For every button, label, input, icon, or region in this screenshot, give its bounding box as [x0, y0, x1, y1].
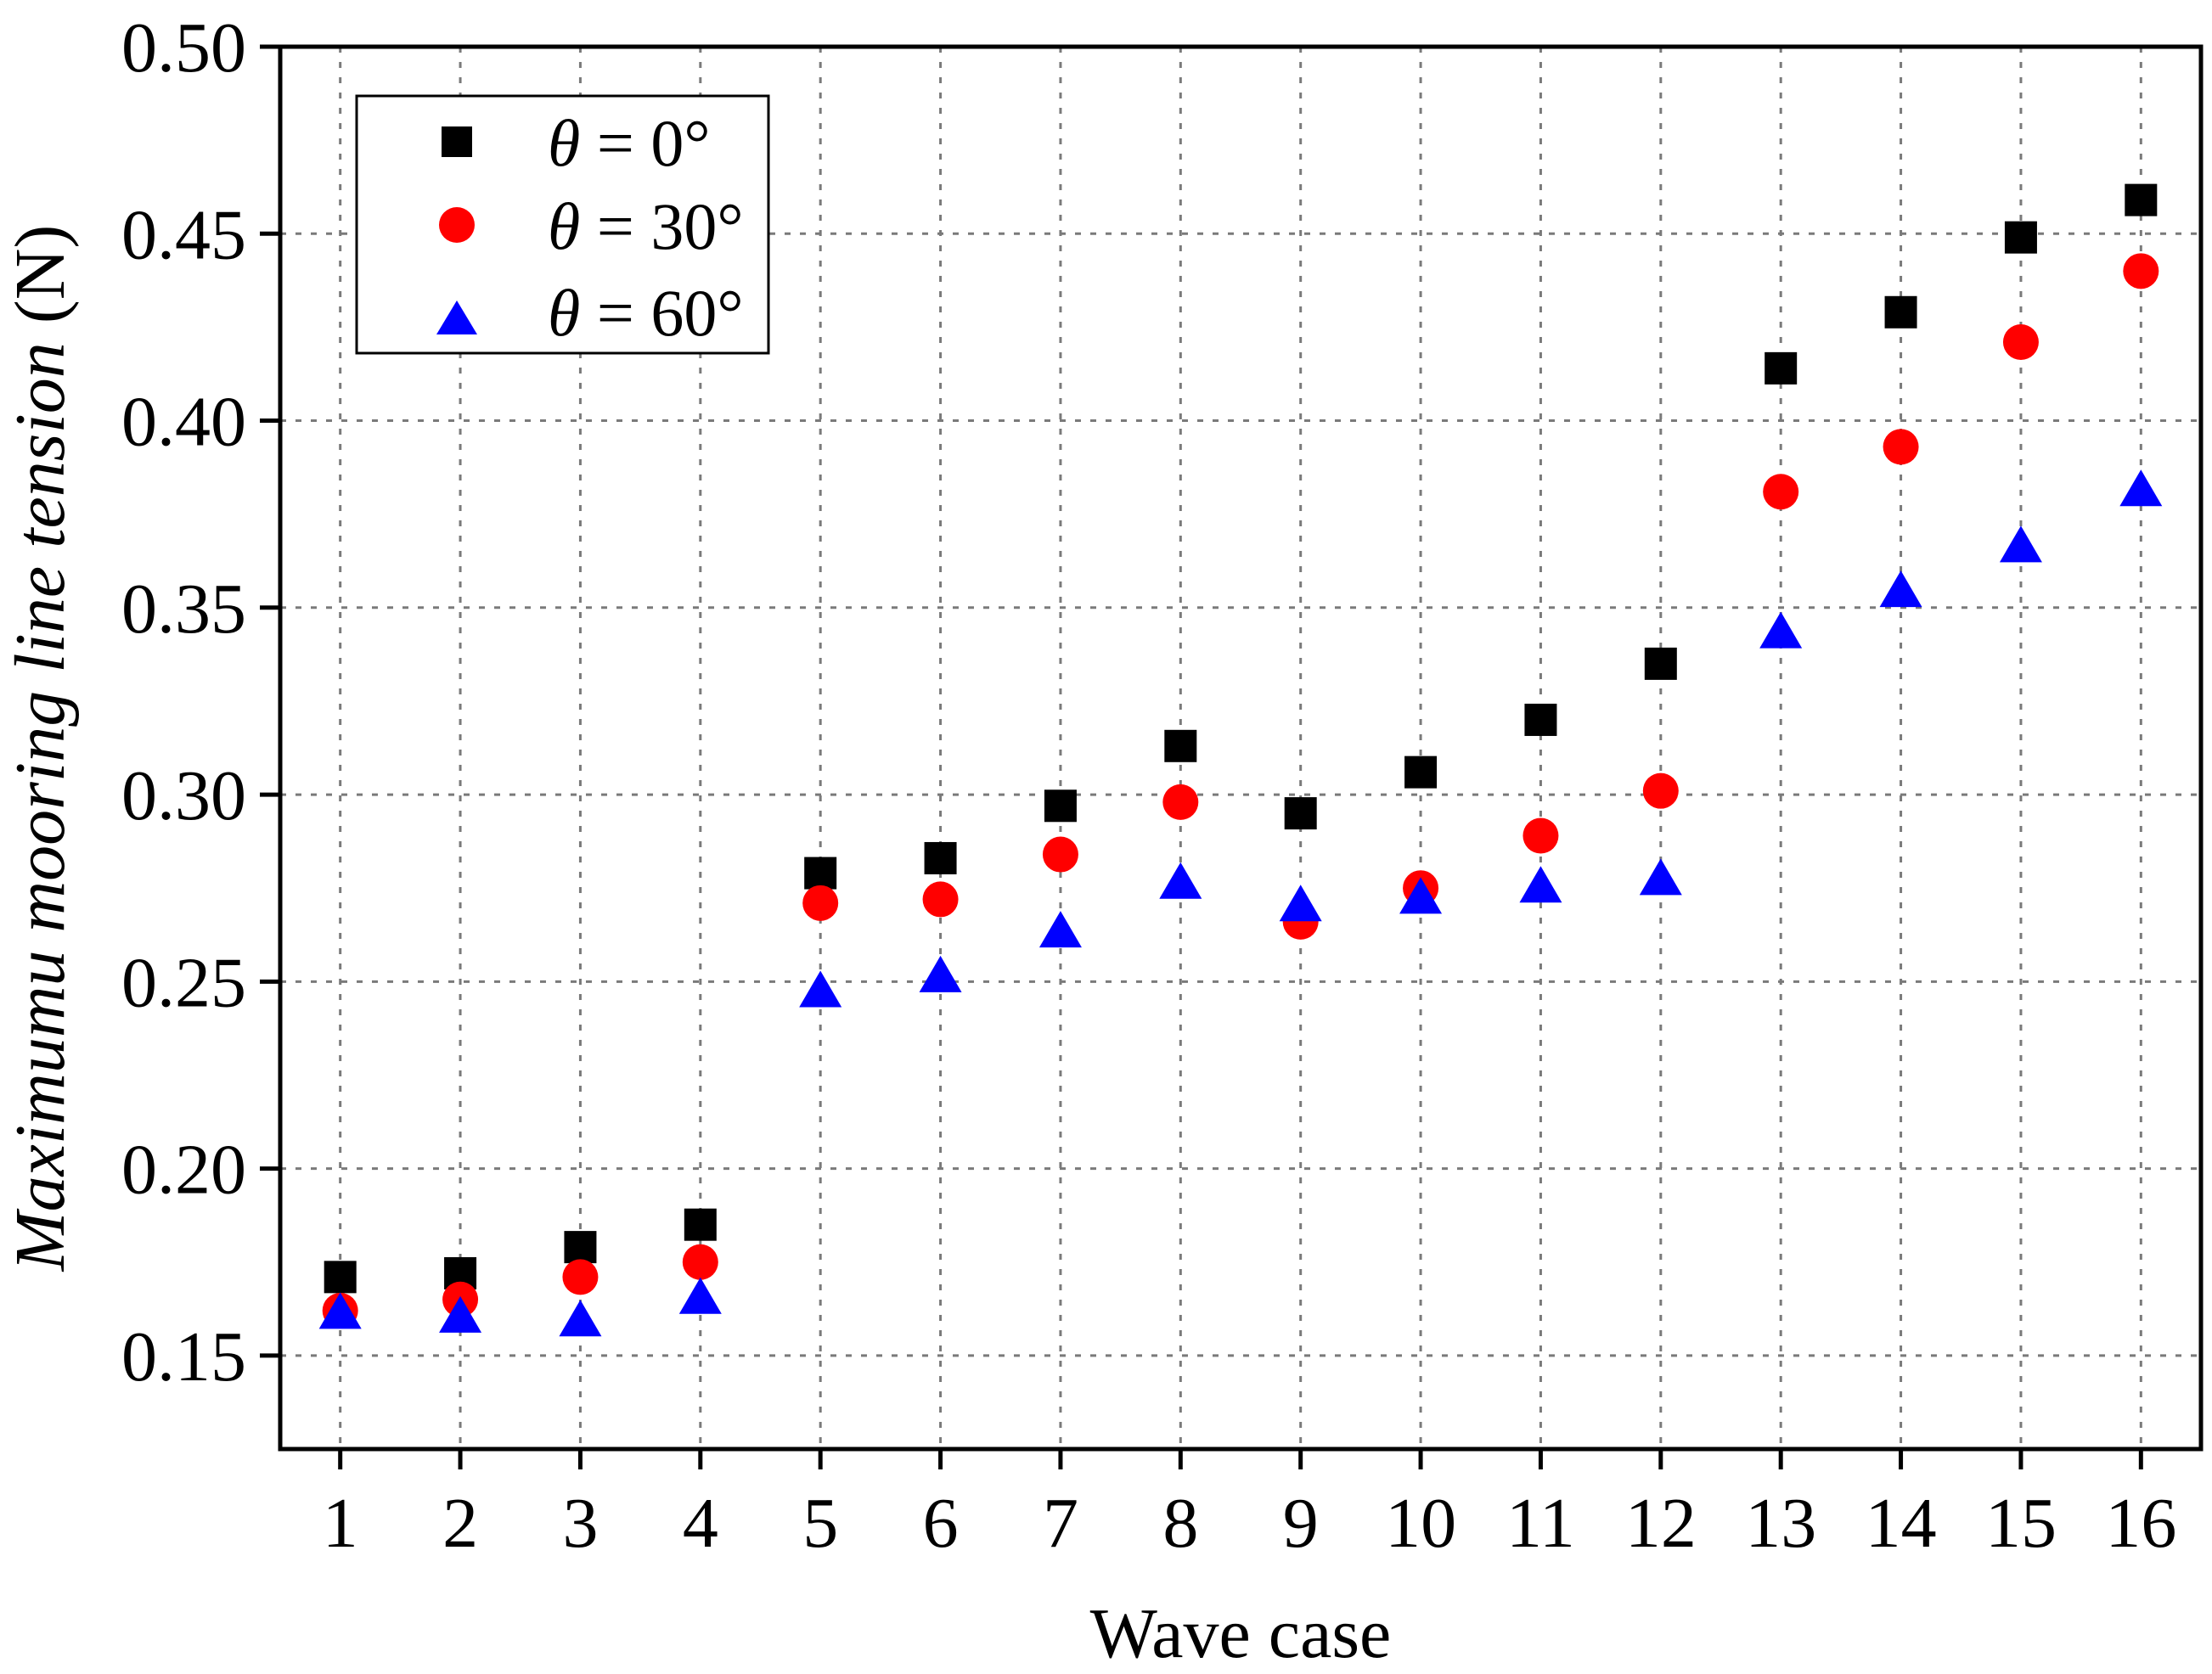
plot-frame — [278, 44, 2204, 1452]
point-series-2-case-9 — [1279, 885, 1322, 922]
point-series-2-case-14 — [1879, 570, 1922, 608]
y-tick-label: 0.45 — [121, 195, 246, 274]
x-tick-label: 15 — [1985, 1484, 2057, 1563]
point-series-0-case-9 — [1284, 797, 1317, 830]
point-series-1-case-8 — [1162, 784, 1199, 820]
y-tick-label: 0.40 — [121, 383, 246, 462]
legend-marker-square — [442, 126, 472, 157]
point-series-1-case-14 — [1883, 429, 1919, 465]
legend-theta-0: θ — [548, 106, 580, 180]
legend-label-2: θ = 60° — [548, 276, 744, 350]
point-series-1-case-4 — [682, 1244, 718, 1280]
y-axis-title: Maximumu mooring line tension (N) — [1, 225, 80, 1272]
x-tick-label: 6 — [923, 1484, 959, 1563]
x-axis-title: Wave case — [1090, 1594, 1392, 1673]
axis-ticks: 0.150.200.250.300.350.400.450.501 2 3 4 5 6 7 8… — [121, 8, 2176, 1563]
x-tick-label: 13 — [1745, 1484, 1816, 1563]
y-tick-label: 0.25 — [121, 943, 246, 1022]
point-series-0-case-13 — [1765, 351, 1798, 385]
point-series-0-case-16 — [2125, 183, 2158, 216]
point-series-1-case-6 — [922, 881, 959, 918]
legend-value-0: = 0° — [580, 106, 710, 180]
y-tick-label: 0.30 — [121, 756, 246, 835]
point-series-0-case-10 — [1404, 756, 1438, 789]
point-series-0-case-5 — [804, 857, 837, 890]
point-series-0-case-1 — [324, 1261, 357, 1294]
point-series-2-case-13 — [1759, 611, 1803, 649]
x-tick-label: 1 — [323, 1484, 358, 1563]
x-tick-label: 5 — [802, 1484, 838, 1563]
y-tick-label: 0.15 — [121, 1317, 246, 1396]
point-series-0-case-12 — [1644, 647, 1677, 680]
legend-theta-1: θ — [548, 189, 580, 263]
point-series-0-case-7 — [1044, 789, 1077, 823]
point-series-2-case-4 — [678, 1277, 722, 1314]
point-series-0-case-6 — [924, 841, 957, 874]
point-series-0-case-11 — [1524, 703, 1557, 736]
y-axis-title-main: Maximumu mooring line tension — [1, 342, 80, 1272]
x-tick-label: 3 — [562, 1484, 598, 1563]
point-series-1-case-11 — [1523, 817, 1559, 854]
x-tick-label: 12 — [1625, 1484, 1697, 1563]
point-series-0-case-15 — [2004, 221, 2037, 254]
point-series-2-case-10 — [1399, 877, 1443, 914]
point-series-0-case-4 — [684, 1208, 717, 1241]
point-series-1-case-12 — [1642, 772, 1679, 809]
legend: θ = 0° θ = 30° θ = 60° — [355, 94, 770, 355]
point-series-2-case-5 — [799, 970, 842, 1008]
x-tick-label: 2 — [442, 1484, 478, 1563]
x-tick-label: 14 — [1866, 1484, 1937, 1563]
x-tick-label: 10 — [1385, 1484, 1456, 1563]
legend-value-2: = 60° — [580, 276, 743, 350]
x-tick-label: 7 — [1043, 1484, 1078, 1563]
point-series-2-case-11 — [1519, 866, 1562, 903]
point-series-1-case-3 — [562, 1259, 599, 1295]
legend-label-1: θ = 30° — [548, 189, 744, 263]
y-tick-label: 0.50 — [121, 8, 246, 87]
y-axis-title-unit: (N) — [1, 225, 80, 324]
point-series-1-case-5 — [802, 885, 839, 921]
x-tick-label: 4 — [683, 1484, 718, 1563]
point-series-2-case-12 — [1639, 858, 1682, 896]
point-series-2-case-1 — [318, 1292, 362, 1329]
point-series-1-case-7 — [1042, 836, 1078, 873]
x-tick-label: 8 — [1162, 1484, 1198, 1563]
point-series-2-case-3 — [559, 1300, 602, 1337]
point-series-2-case-2 — [439, 1295, 482, 1333]
point-series-2-case-6 — [919, 955, 962, 992]
point-series-2-case-8 — [1159, 862, 1202, 899]
point-series-2-case-15 — [1999, 525, 2042, 563]
point-series-0-case-14 — [1884, 295, 1917, 329]
legend-marker-triangle — [436, 301, 477, 334]
point-series-1-case-15 — [2002, 324, 2039, 361]
y-tick-label: 0.20 — [121, 1131, 246, 1210]
legend-theta-2: θ — [548, 276, 580, 350]
legend-value-1: = 30° — [580, 189, 743, 263]
x-tick-label: 9 — [1283, 1484, 1319, 1563]
x-tick-label: 16 — [2105, 1484, 2176, 1563]
y-tick-label: 0.35 — [121, 570, 246, 649]
x-tick-label: 11 — [1506, 1484, 1575, 1563]
legend-marker-circle — [439, 207, 475, 243]
point-series-2-case-7 — [1038, 911, 1082, 948]
data-marks — [318, 183, 2163, 1337]
legend-label-0: θ = 0° — [548, 106, 711, 180]
point-series-1-case-16 — [2123, 253, 2159, 289]
point-series-2-case-16 — [2119, 469, 2163, 507]
point-series-0-case-3 — [564, 1231, 597, 1264]
legend-box — [355, 94, 770, 355]
point-series-1-case-13 — [1763, 474, 1799, 510]
point-series-0-case-8 — [1164, 729, 1197, 762]
